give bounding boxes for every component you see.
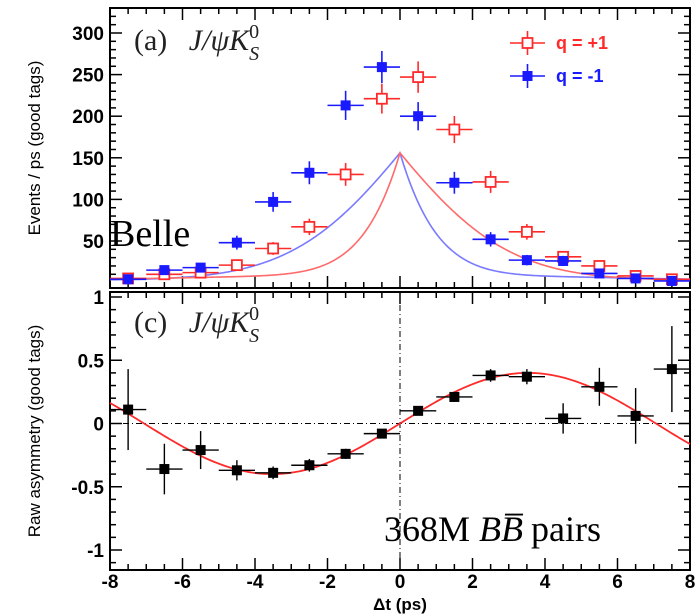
x-tick-label: 0 [395, 572, 406, 593]
data-point-q-plus [520, 225, 533, 238]
y-tick-label: 50 [83, 232, 104, 253]
legend-marker-q-plus [521, 37, 534, 49]
asymmetry-data-point [558, 413, 569, 424]
panel-c: -1 -0.5 0 0.5 1 -8 -6 -4 -2 0 2 4 6 8 Raw asymmetry (g… [25, 288, 695, 614]
asymmetry-fit-curve [109, 372, 691, 475]
data-point-q-plus [303, 220, 316, 233]
data-point-q-minus [558, 255, 569, 266]
asymmetry-data-point [666, 364, 677, 375]
data-point-q-minus [376, 62, 387, 73]
legend-label-q-minus: q = -1 [556, 66, 604, 86]
data-point-q-minus [231, 237, 242, 248]
asymmetry-data-point [304, 460, 315, 471]
y-axis-label: Raw asymmetry (good tags) [25, 325, 44, 538]
fit-curve-q-plus [109, 151, 691, 281]
y-tick-label: 0 [93, 415, 104, 436]
asymmetry-data-point [340, 448, 351, 459]
y-axis-label: Events / ps (good tags) [25, 61, 44, 236]
legend-label-q-plus: q = +1 [556, 33, 608, 53]
y-tick-label: 200 [72, 107, 104, 128]
panel-a-label-sup: 0 [249, 21, 259, 43]
data-point-q-minus [413, 111, 424, 122]
asymmetry-data-point [268, 467, 279, 478]
panel-a: 50 100 150 200 250 300 Events / ps (good tags)… [25, 7, 691, 289]
panel-c-label-sup: 0 [249, 303, 259, 325]
asymmetry-data-point [123, 404, 134, 415]
asymmetry-data-point [159, 464, 170, 475]
asymmetry-data-point [376, 428, 387, 439]
y-tick-label: 150 [72, 149, 104, 170]
data-point-q-plus [267, 242, 280, 255]
data-point-q-minus [485, 234, 496, 245]
asymmetry-data-point [231, 465, 242, 476]
data-point-q-minus [304, 167, 315, 178]
y-tick-label: 1 [93, 288, 104, 309]
panel-a-label-sub: S [249, 43, 259, 65]
x-tick-label: -6 [174, 572, 191, 593]
panel-c-label: (c) J/ψK0 S [134, 303, 259, 347]
dataset-bbar: BB̅ [479, 509, 524, 549]
x-tick-label: 6 [612, 572, 623, 593]
asymmetry-data-point [521, 371, 532, 382]
panel-c-label-sub: S [249, 325, 259, 347]
x-tick-label: 8 [685, 572, 696, 593]
y-tick-label: 0.5 [78, 351, 105, 372]
x-tick-label: -8 [102, 572, 119, 593]
data-point-q-plus [339, 168, 352, 181]
data-point-q-plus [375, 92, 388, 105]
legend-marker-q-minus [522, 71, 533, 81]
data-point-q-minus [268, 196, 279, 207]
panel-a-label: (a) J/ψK0 S [134, 21, 259, 65]
asymmetry-data-point [594, 381, 605, 392]
data-point-q-plus [484, 176, 497, 188]
data-point-q-minus [630, 273, 641, 284]
dataset-annotation: 368M BB̅ pairs [384, 509, 601, 549]
data-point-q-minus [123, 274, 134, 285]
belle-label: Belle [110, 213, 190, 255]
data-point-q-plus [230, 259, 243, 272]
x-axis-label: Δt (ps) [373, 595, 427, 614]
panel-a-label-particle: J/ψK [189, 24, 251, 57]
asymmetry-data-point [413, 405, 424, 416]
dataset-suffix: pairs [531, 509, 601, 549]
y-tick-label: -0.5 [71, 478, 104, 499]
y-tick-label: 300 [72, 24, 104, 45]
asymmetry-data-point [449, 391, 460, 402]
data-point-q-minus [449, 177, 460, 188]
data-point-q-minus [594, 268, 605, 279]
data-point-q-minus [666, 275, 677, 286]
asymmetry-data-point [195, 445, 206, 456]
panel-c-label-particle: J/ψK [189, 306, 251, 339]
x-tick-label: -2 [319, 572, 336, 593]
data-point-q-minus [521, 255, 532, 266]
asymmetry-data-point [485, 370, 496, 381]
y-tick-label: -1 [87, 541, 104, 562]
data-point-q-minus [340, 100, 351, 111]
x-tick-label: -4 [247, 572, 264, 593]
y-tick-label: 250 [72, 66, 104, 87]
data-point-q-minus [159, 265, 170, 276]
x-tick-label: 2 [467, 572, 478, 593]
data-point-q-minus [195, 262, 206, 273]
data-point-q-plus [412, 71, 425, 83]
asymmetry-data-point [630, 410, 641, 421]
x-tick-label: 4 [540, 572, 551, 593]
data-point-q-plus [448, 123, 461, 136]
y-tick-label: 100 [72, 190, 104, 211]
dataset-count: 368M [384, 509, 479, 549]
